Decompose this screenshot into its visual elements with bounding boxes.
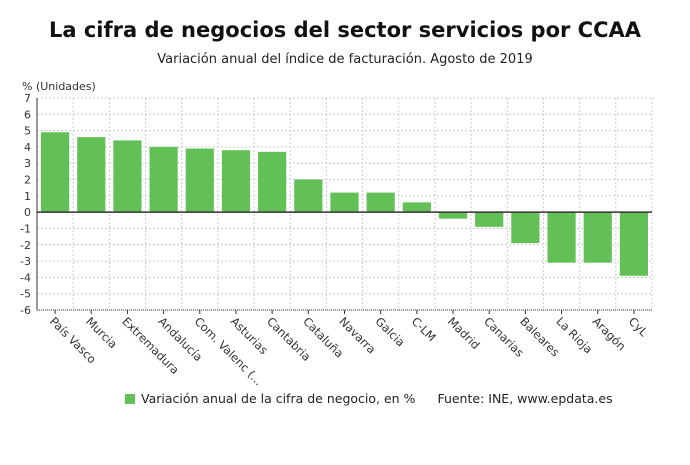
bar: [221, 150, 251, 213]
y-tick-label: 6: [24, 108, 31, 121]
bar: [41, 132, 70, 213]
y-tick-label: 7: [24, 92, 31, 105]
y-tick-label: 5: [24, 125, 31, 138]
bar: [438, 212, 468, 219]
y-axis-label: % (Unidades): [22, 80, 96, 93]
bar: [511, 212, 540, 244]
y-tick-label: 2: [24, 174, 31, 187]
bar: [113, 140, 142, 213]
legend-swatch: [125, 393, 135, 404]
x-tick-label: Madrid: [445, 314, 483, 352]
bar: [149, 146, 178, 213]
x-tick-label: Aragón: [590, 314, 629, 353]
bar: [619, 212, 648, 276]
bar: [294, 179, 323, 213]
source-note: Fuente: INE, www.epdata.es: [437, 391, 613, 406]
bar: [366, 192, 395, 213]
y-tick-label: 1: [24, 190, 31, 203]
legend-label: Variación anual de la cifra de negocio, …: [141, 391, 416, 406]
x-tick-label: C-LM: [409, 314, 439, 344]
chart-subtitle: Variación anual del índice de facturació…: [157, 52, 533, 67]
bar: [258, 151, 287, 213]
y-tick-label: 0: [24, 206, 31, 219]
bar: [77, 137, 106, 213]
bar: [185, 148, 214, 213]
bar: [402, 202, 431, 213]
y-tick-label: -4: [20, 271, 31, 284]
bar: [330, 192, 359, 213]
chart-title: La cifra de negocios del sector servicio…: [48, 18, 642, 42]
y-tick-label: -3: [20, 255, 31, 268]
y-tick-label: -1: [20, 222, 31, 235]
y-tick-label: -6: [20, 304, 31, 317]
y-tick-label: -2: [20, 239, 31, 252]
bar: [583, 212, 612, 263]
y-tick-label: 4: [24, 141, 31, 154]
legend: Variación anual de la cifra de negocio, …: [125, 391, 613, 406]
y-tick-label: -5: [20, 288, 31, 301]
x-tick-label: Galcia: [373, 314, 408, 349]
y-tick-label: 3: [24, 157, 31, 170]
bar: [547, 212, 576, 263]
bar: [475, 212, 504, 227]
x-tick-label: CyL: [626, 314, 651, 339]
